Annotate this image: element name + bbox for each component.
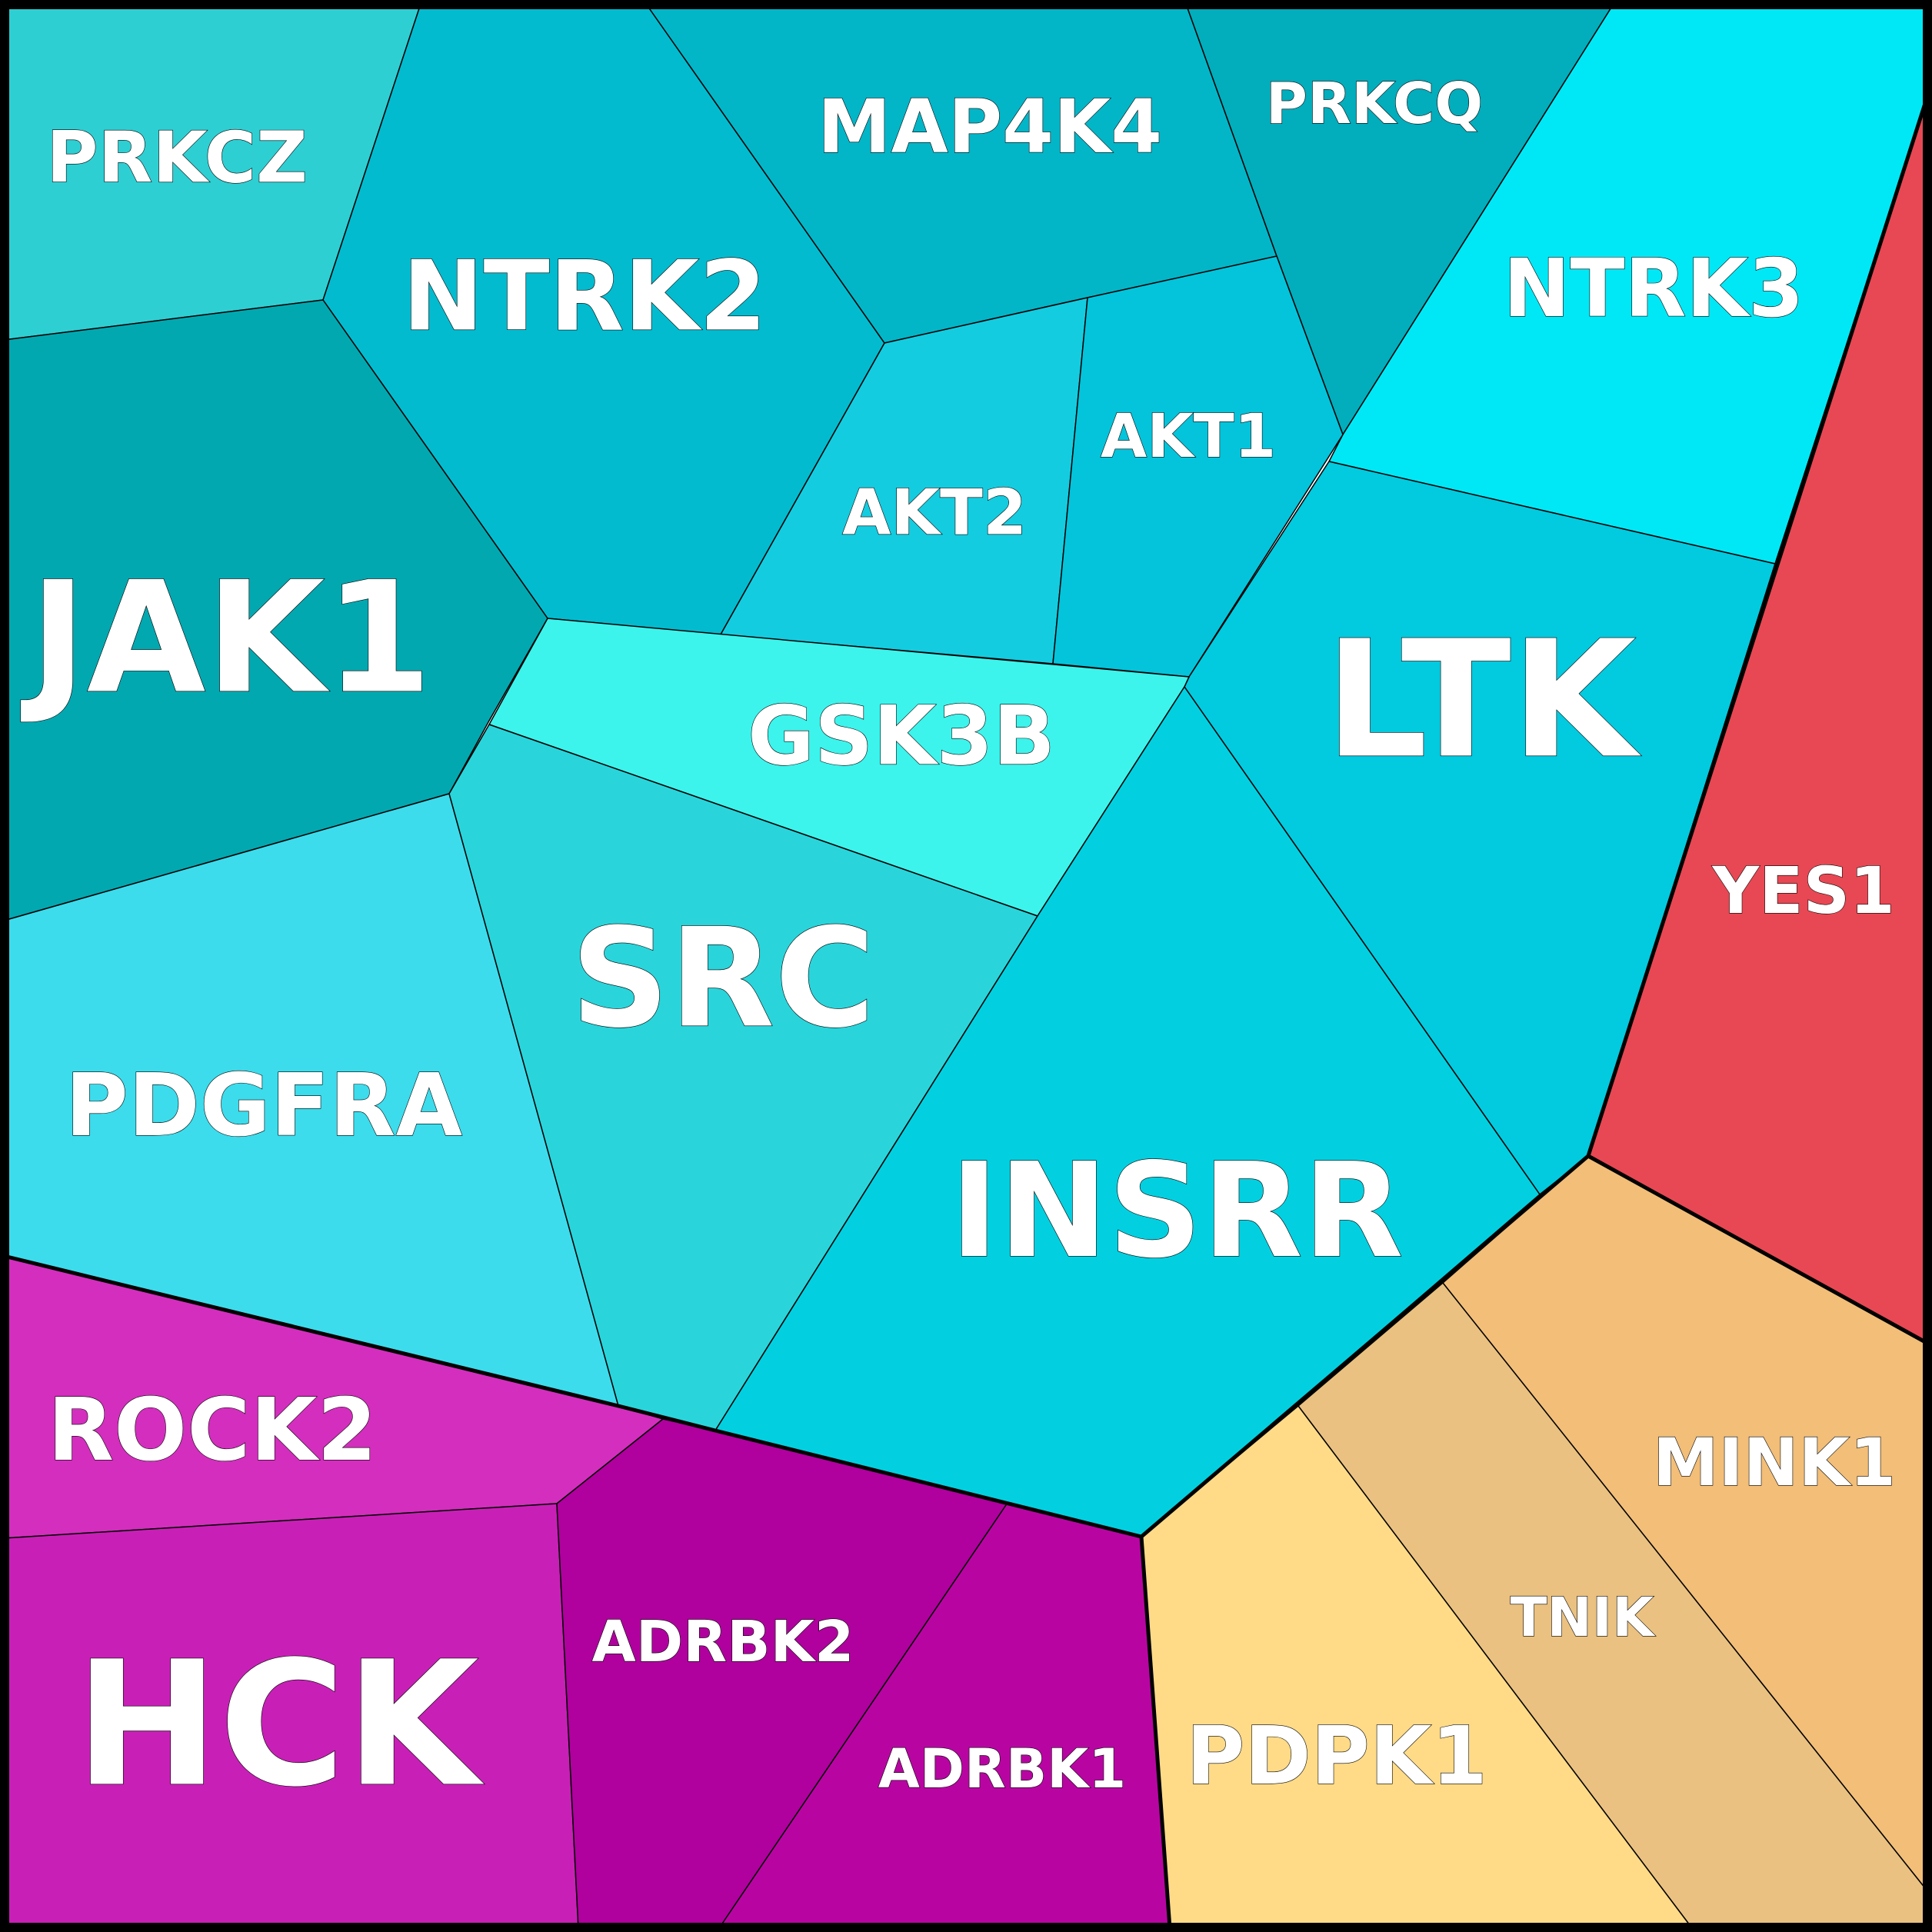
label-rock2: ROCK2	[48, 1381, 377, 1481]
cell-akt1[interactable]	[1052, 255, 1344, 678]
group-border-teal-orange	[1140, 1154, 1590, 1538]
label-tnik: TNIK	[1511, 1586, 1656, 1649]
label-adrbk2: ADRBK2	[592, 1609, 854, 1675]
group-border-teal-magenta	[3, 1254, 1142, 1539]
label-adrbk1: ADRBK1	[878, 1737, 1127, 1800]
label-gsk3b: GSK3B	[748, 689, 1055, 784]
label-hck: HCK	[75, 1624, 485, 1825]
label-insrr: INSRR	[950, 1135, 1404, 1287]
label-akt1: AKT1	[1101, 402, 1276, 471]
label-yes1: YES1	[1711, 853, 1894, 928]
label-ntrk3: NTRK3	[1503, 242, 1804, 335]
label-ntrk2: NTRK2	[402, 240, 767, 353]
label-akt2: AKT2	[842, 477, 1027, 550]
label-src: SRC	[571, 899, 875, 1058]
label-mink1: MINK1	[1653, 1424, 1896, 1501]
label-prkcq: PRKCQ	[1266, 71, 1483, 137]
label-pdgfra: PDGFRA	[65, 1056, 463, 1156]
label-pdpk1: PDPK1	[1186, 1709, 1487, 1803]
label-map4k4: MAP4K4	[818, 84, 1162, 170]
group-border-red	[1586, 93, 1930, 1346]
label-jak1: JAK1	[20, 549, 431, 728]
group-border-magenta-orange	[1139, 1536, 1172, 1929]
label-prkcz: PRKCZ	[46, 117, 308, 199]
label-ltk: LTK	[1324, 606, 1641, 794]
